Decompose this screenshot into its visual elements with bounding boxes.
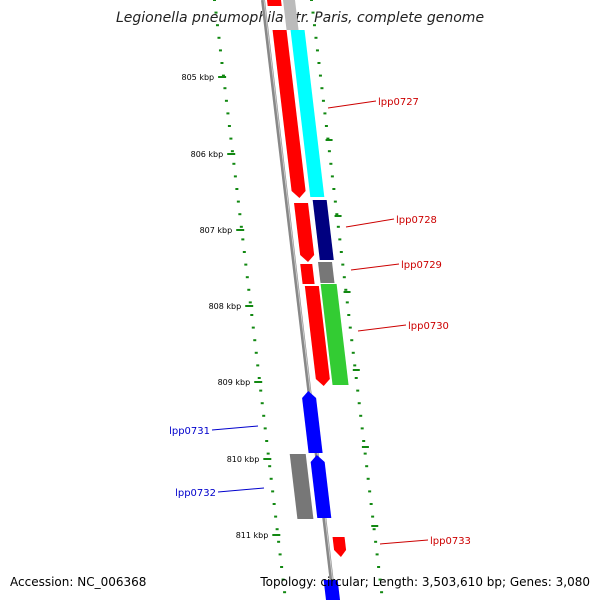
scale-ticks xyxy=(213,0,384,594)
gene-arrow xyxy=(320,284,349,385)
gene-label-lpp0727: lpp0727 xyxy=(327,97,419,109)
gene-arrow xyxy=(302,391,323,453)
gene-features xyxy=(267,0,349,600)
gene-label: lpp0732 xyxy=(175,488,216,499)
gene-label: lpp0731 xyxy=(169,426,210,437)
gene-arrow xyxy=(312,200,334,260)
genome-stats-label: Topology: circular; Length: 3,503,610 bp… xyxy=(260,575,590,589)
gene-arrow xyxy=(289,454,314,519)
leader-line xyxy=(350,263,400,271)
gene-arrow xyxy=(290,30,325,197)
kbp-label: 807 kbp xyxy=(200,226,233,235)
kbp-label: 808 kbp xyxy=(209,302,242,311)
gene-arrow xyxy=(318,262,335,283)
gene-arrow xyxy=(294,203,315,262)
gene-label-lpp0733: lpp0733 xyxy=(379,536,471,547)
gene-arrow xyxy=(323,580,340,600)
kbp-label: 806 kbp xyxy=(191,150,224,159)
kbp-label: 809 kbp xyxy=(218,378,251,387)
map-title: Legionella pneumophila str. Paris, compl… xyxy=(115,10,485,26)
gene-label-lpp0732: lpp0732 xyxy=(175,487,265,499)
leader-line xyxy=(327,100,377,109)
kbp-label: 805 kbp xyxy=(182,73,215,82)
gene-label-lpp0729: lpp0729 xyxy=(350,260,442,271)
gene-arrow xyxy=(283,0,299,30)
leader-line xyxy=(211,425,259,431)
kbp-label: 810 kbp xyxy=(227,455,260,464)
leader-line xyxy=(345,218,395,228)
gene-arrow xyxy=(300,264,315,284)
kbp-label: 811 kbp xyxy=(236,531,269,540)
gene-label-lpp0730: lpp0730 xyxy=(357,321,449,332)
leader-line xyxy=(217,487,265,493)
gene-arrow xyxy=(267,0,282,6)
gene-label: lpp0733 xyxy=(430,536,471,547)
gene-arrow xyxy=(332,537,347,557)
accession-label: Accession: NC_006368 xyxy=(10,575,147,589)
gene-label: lpp0728 xyxy=(396,215,437,226)
gene-arrow xyxy=(304,286,330,386)
gene-label: lpp0729 xyxy=(401,260,442,271)
leader-line xyxy=(379,539,429,545)
gene-arrow xyxy=(310,455,332,518)
gene-label: lpp0730 xyxy=(408,321,449,332)
gene-label-lpp0731: lpp0731 xyxy=(169,425,259,437)
gene-label: lpp0727 xyxy=(378,97,419,108)
gene-arrow xyxy=(272,30,306,198)
gene-label-lpp0728: lpp0728 xyxy=(345,215,437,228)
leader-line xyxy=(357,324,407,332)
